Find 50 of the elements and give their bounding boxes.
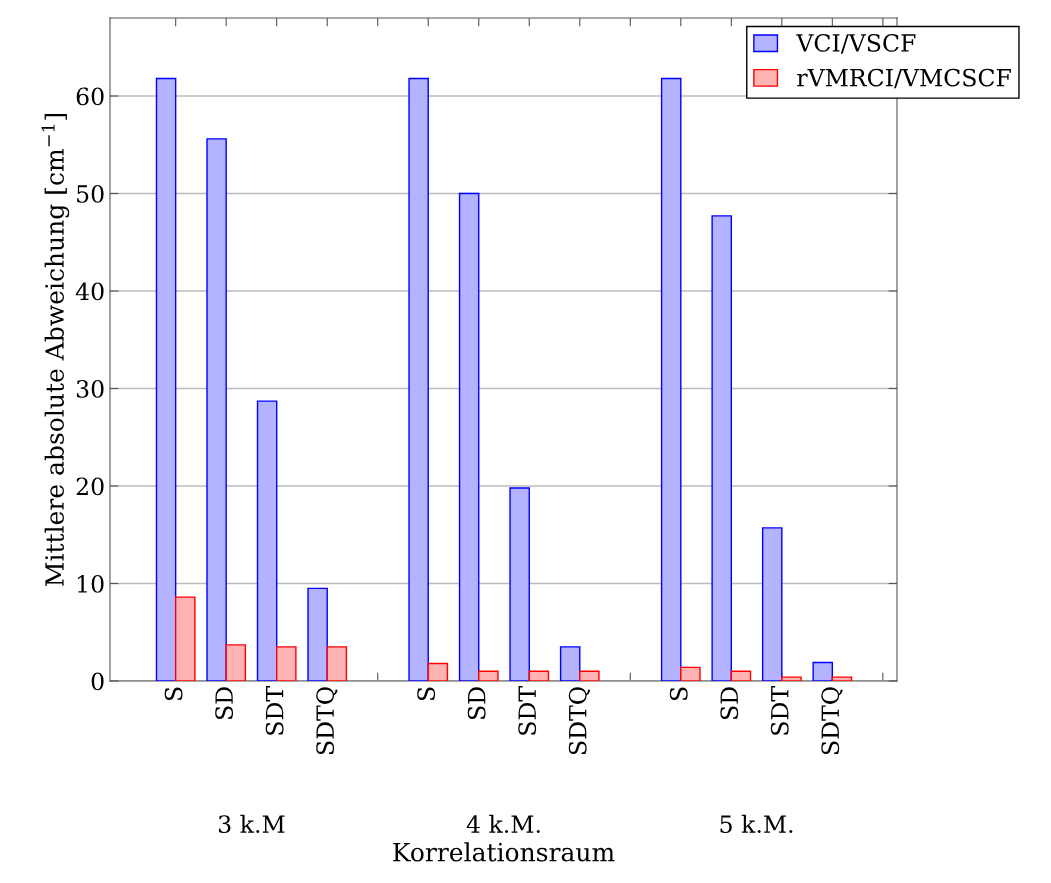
bar <box>408 77 429 681</box>
bar <box>559 646 581 681</box>
bar <box>730 670 752 681</box>
bar <box>256 400 278 681</box>
bar <box>831 676 853 681</box>
bar <box>680 666 701 681</box>
x-tick-label: SDTQ <box>316 687 338 755</box>
x-tick-label: SD <box>215 687 234 719</box>
x-tick-label: SD <box>467 687 486 719</box>
bar <box>509 487 530 681</box>
text: 3 k.M <box>218 814 285 834</box>
y-tick-label: 50 <box>77 184 104 203</box>
x-tick-label: SD <box>720 687 739 719</box>
bar <box>711 215 733 681</box>
bar <box>579 670 600 681</box>
legend-label: rVMRCI/VMCSCF <box>797 68 1011 89</box>
legend-label: VCI/VSCF <box>796 33 916 54</box>
x-tick-label: SDTQ <box>568 687 591 755</box>
bar <box>458 192 480 681</box>
bar <box>781 676 802 681</box>
y-tick-label: 20 <box>76 477 104 496</box>
bar <box>206 138 227 681</box>
bar <box>174 596 196 681</box>
bar <box>225 644 247 681</box>
bar <box>761 527 783 681</box>
x-tick-label: SDT <box>518 686 537 735</box>
y-axis-title: Mittlere absolute Abweichung [cm$^{−1}$] <box>41 114 70 586</box>
bar <box>812 661 834 681</box>
bar <box>326 646 348 681</box>
y-tick-label: 30 <box>76 379 104 398</box>
y-tick-label: 10 <box>77 574 104 593</box>
bar <box>307 587 328 681</box>
bar <box>155 77 177 681</box>
x-tick-label: SDT <box>770 686 789 735</box>
x-tick-label: SDT <box>265 686 284 735</box>
bar <box>478 670 499 681</box>
y-tick-label: 40 <box>75 282 104 301</box>
bar <box>528 670 550 681</box>
text: 5 k.M. <box>720 814 793 834</box>
x-tick-label: SDTQ <box>821 687 843 755</box>
x-tick-label: S <box>417 687 436 701</box>
bar <box>275 646 297 681</box>
bar <box>427 662 449 681</box>
bar <box>660 77 682 681</box>
y-tick-label: 0 <box>91 672 104 691</box>
x-tick-label: S <box>164 687 183 701</box>
y-tick-label: 60 <box>76 87 104 106</box>
x-tick-label: S <box>669 687 688 701</box>
x-axis-title: Korrelationsraum <box>393 842 615 862</box>
text: 4 k.M. <box>466 814 540 834</box>
